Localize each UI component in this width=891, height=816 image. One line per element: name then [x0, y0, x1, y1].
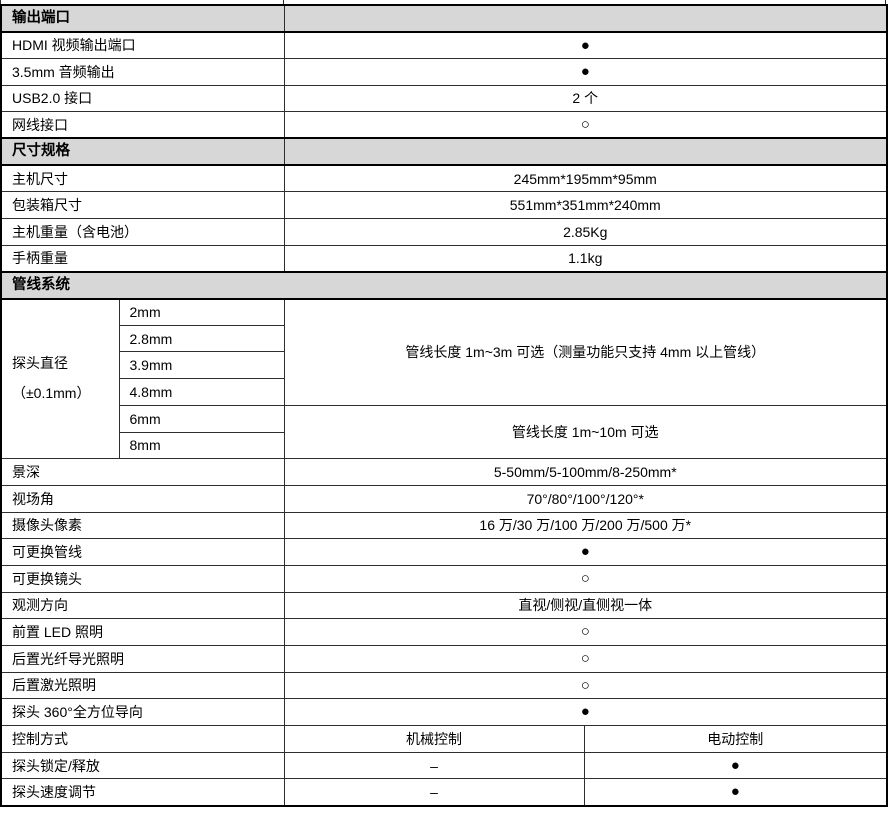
- spec-value-cell: 机械控制: [283, 725, 585, 753]
- table-row: 景深 5-50mm/5-100mm/8-250mm*: [0, 458, 888, 486]
- spec-label-cell: 网线接口: [0, 111, 285, 139]
- spec-label-cell: HDMI 视频输出端口: [0, 31, 285, 59]
- section-header-cell: [283, 137, 888, 167]
- spec-value-cell: ●: [283, 31, 888, 59]
- table-row: 视场角 70°/80°/100°/120°*: [0, 484, 888, 513]
- section-header-cell: 尺寸规格: [0, 137, 285, 167]
- table-row: 可更换镜头 ○: [0, 564, 888, 593]
- spec-value-cell: ○: [283, 671, 888, 700]
- table-row: 6mm 管线长度 1m~10m 可选: [1, 404, 888, 460]
- table-row: 探头速度调节 – ●: [0, 778, 888, 807]
- spec-label-cell: 前置 LED 照明: [0, 618, 285, 646]
- spec-value-cell: 70°/80°/100°/120°*: [283, 484, 888, 513]
- table-row: 手柄重量 1.1kg: [0, 244, 888, 273]
- spec-label-cell: 控制方式: [0, 725, 285, 753]
- spec-value-cell: ●: [283, 698, 888, 727]
- table-row: 主机尺寸 245mm*195mm*95mm: [0, 164, 888, 193]
- spec-value-cell: –: [283, 778, 585, 807]
- table-row: 可更换管线 ●: [0, 538, 888, 566]
- spec-label-cell: 观测方向: [0, 591, 285, 620]
- spec-table: 输出端口 HDMI 视频输出端口 ● 3.5mm 音频输出 ● USB2.0 接口 2 个网…: [0, 4, 888, 807]
- table-row: 探头 360°全方位导向 ●: [0, 698, 888, 727]
- spec-value-cell: ○: [283, 111, 888, 139]
- spec-label-cell: 可更换镜头: [0, 564, 285, 593]
- table-row: 后置激光照明 ○: [0, 671, 888, 700]
- spec-label-cell: 探头锁定/释放: [0, 751, 285, 780]
- table-row: 控制方式 机械控制 电动控制: [0, 725, 888, 753]
- spec-value-cell: ○: [283, 618, 888, 646]
- spec-value-cell: 电动控制: [583, 725, 888, 753]
- spec-label-cell: 探头直径（±0.1mm）: [0, 298, 120, 460]
- spec-label-cell: 主机重量（含电池）: [0, 218, 285, 246]
- spec-label-cell: 3.9mm: [118, 351, 285, 380]
- table-row: 3.5mm 音频输出 ●: [0, 57, 888, 86]
- spec-value-cell: ●: [583, 751, 888, 780]
- spec-label-cell: 探头速度调节: [0, 778, 285, 807]
- spec-value-cell: 1.1kg: [283, 244, 888, 273]
- spec-value-cell: 245mm*195mm*95mm: [283, 164, 888, 193]
- spec-label-cell: 手柄重量: [0, 244, 285, 273]
- spec-label-cell: 可更换管线: [0, 538, 285, 566]
- spec-value-cell: 直视/侧视/直侧视一体: [283, 591, 888, 620]
- spec-value-cell: 551mm*351mm*240mm: [283, 191, 888, 219]
- spec-label-cell: 摄像头像素: [0, 511, 285, 540]
- section-header-cell: 管线系统: [0, 270, 888, 300]
- table-row: 摄像头像素 16 万/30 万/100 万/200 万/500 万*: [0, 511, 888, 540]
- spec-label-cell: 6mm: [118, 404, 285, 433]
- table-row: 主机重量（含电池） 2.85Kg: [0, 218, 888, 246]
- table-row: 管线系统: [0, 270, 888, 300]
- section-header-cell: [283, 4, 888, 33]
- spec-label-cell: 4.8mm: [118, 378, 285, 406]
- cropped-row-remnant: [0, 0, 886, 4]
- column-divider-line: [283, 0, 284, 4]
- table-row: 输出端口: [0, 4, 888, 33]
- table-row: 3.9mm: [1, 351, 887, 380]
- spec-label-cell: 包装箱尺寸: [0, 191, 285, 219]
- spec-label-cell: USB2.0 接口: [0, 84, 285, 113]
- spec-value-cell: –: [283, 751, 585, 780]
- table-row: HDMI 视频输出端口 ●: [0, 31, 888, 59]
- spec-label-cell: 3.5mm 音频输出: [0, 57, 285, 86]
- table-row: 8mm: [1, 431, 887, 460]
- table-row: 探头直径（±0.1mm） 2mm 管线长度 1m~3m 可选（测量功能只支持 4mm…: [0, 298, 888, 460]
- spec-value-cell: 管线长度 1m~3m 可选（测量功能只支持 4mm 以上管线）: [283, 298, 888, 406]
- spec-value-cell: ●: [283, 57, 888, 86]
- table-row: 探头锁定/释放 – ●: [0, 751, 888, 780]
- table-row: 包装箱尺寸 551mm*351mm*240mm: [0, 191, 888, 219]
- spec-value-cell: 2 个: [283, 84, 888, 113]
- spec-label-cell: 8mm: [118, 431, 285, 460]
- spec-label-cell: 2.8mm: [118, 324, 285, 353]
- table-row: 后置光纤导光照明 ○: [0, 645, 888, 673]
- table-row: 尺寸规格: [0, 137, 888, 167]
- spec-label-cell: 探头 360°全方位导向: [0, 698, 285, 727]
- spec-label-cell: 后置光纤导光照明: [0, 645, 285, 673]
- table-row: 2.8mm: [1, 324, 887, 353]
- table-row: 网线接口 ○: [0, 111, 888, 139]
- table-row: 观测方向 直视/侧视/直侧视一体: [0, 591, 888, 620]
- spec-value-cell: 2.85Kg: [283, 218, 888, 246]
- spec-value-cell: ○: [283, 645, 888, 673]
- spec-label-cell: 2mm: [118, 298, 285, 326]
- spec-value-cell: ○: [283, 564, 888, 593]
- spec-label-cell: 景深: [0, 458, 285, 486]
- spec-label-cell: 视场角: [0, 484, 285, 513]
- spec-label-cell: 主机尺寸: [0, 164, 285, 193]
- spec-value-cell: ●: [283, 538, 888, 566]
- spec-value-cell: 5-50mm/5-100mm/8-250mm*: [283, 458, 888, 486]
- spec-label-cell: 后置激光照明: [0, 671, 285, 700]
- table-row: USB2.0 接口 2 个: [0, 84, 888, 113]
- spec-value-cell: ●: [583, 778, 888, 807]
- spec-value-cell: 16 万/30 万/100 万/200 万/500 万*: [283, 511, 888, 540]
- spec-value-cell: 管线长度 1m~10m 可选: [283, 404, 888, 460]
- table-row: 前置 LED 照明 ○: [0, 618, 888, 646]
- section-header-cell: 输出端口: [0, 4, 285, 33]
